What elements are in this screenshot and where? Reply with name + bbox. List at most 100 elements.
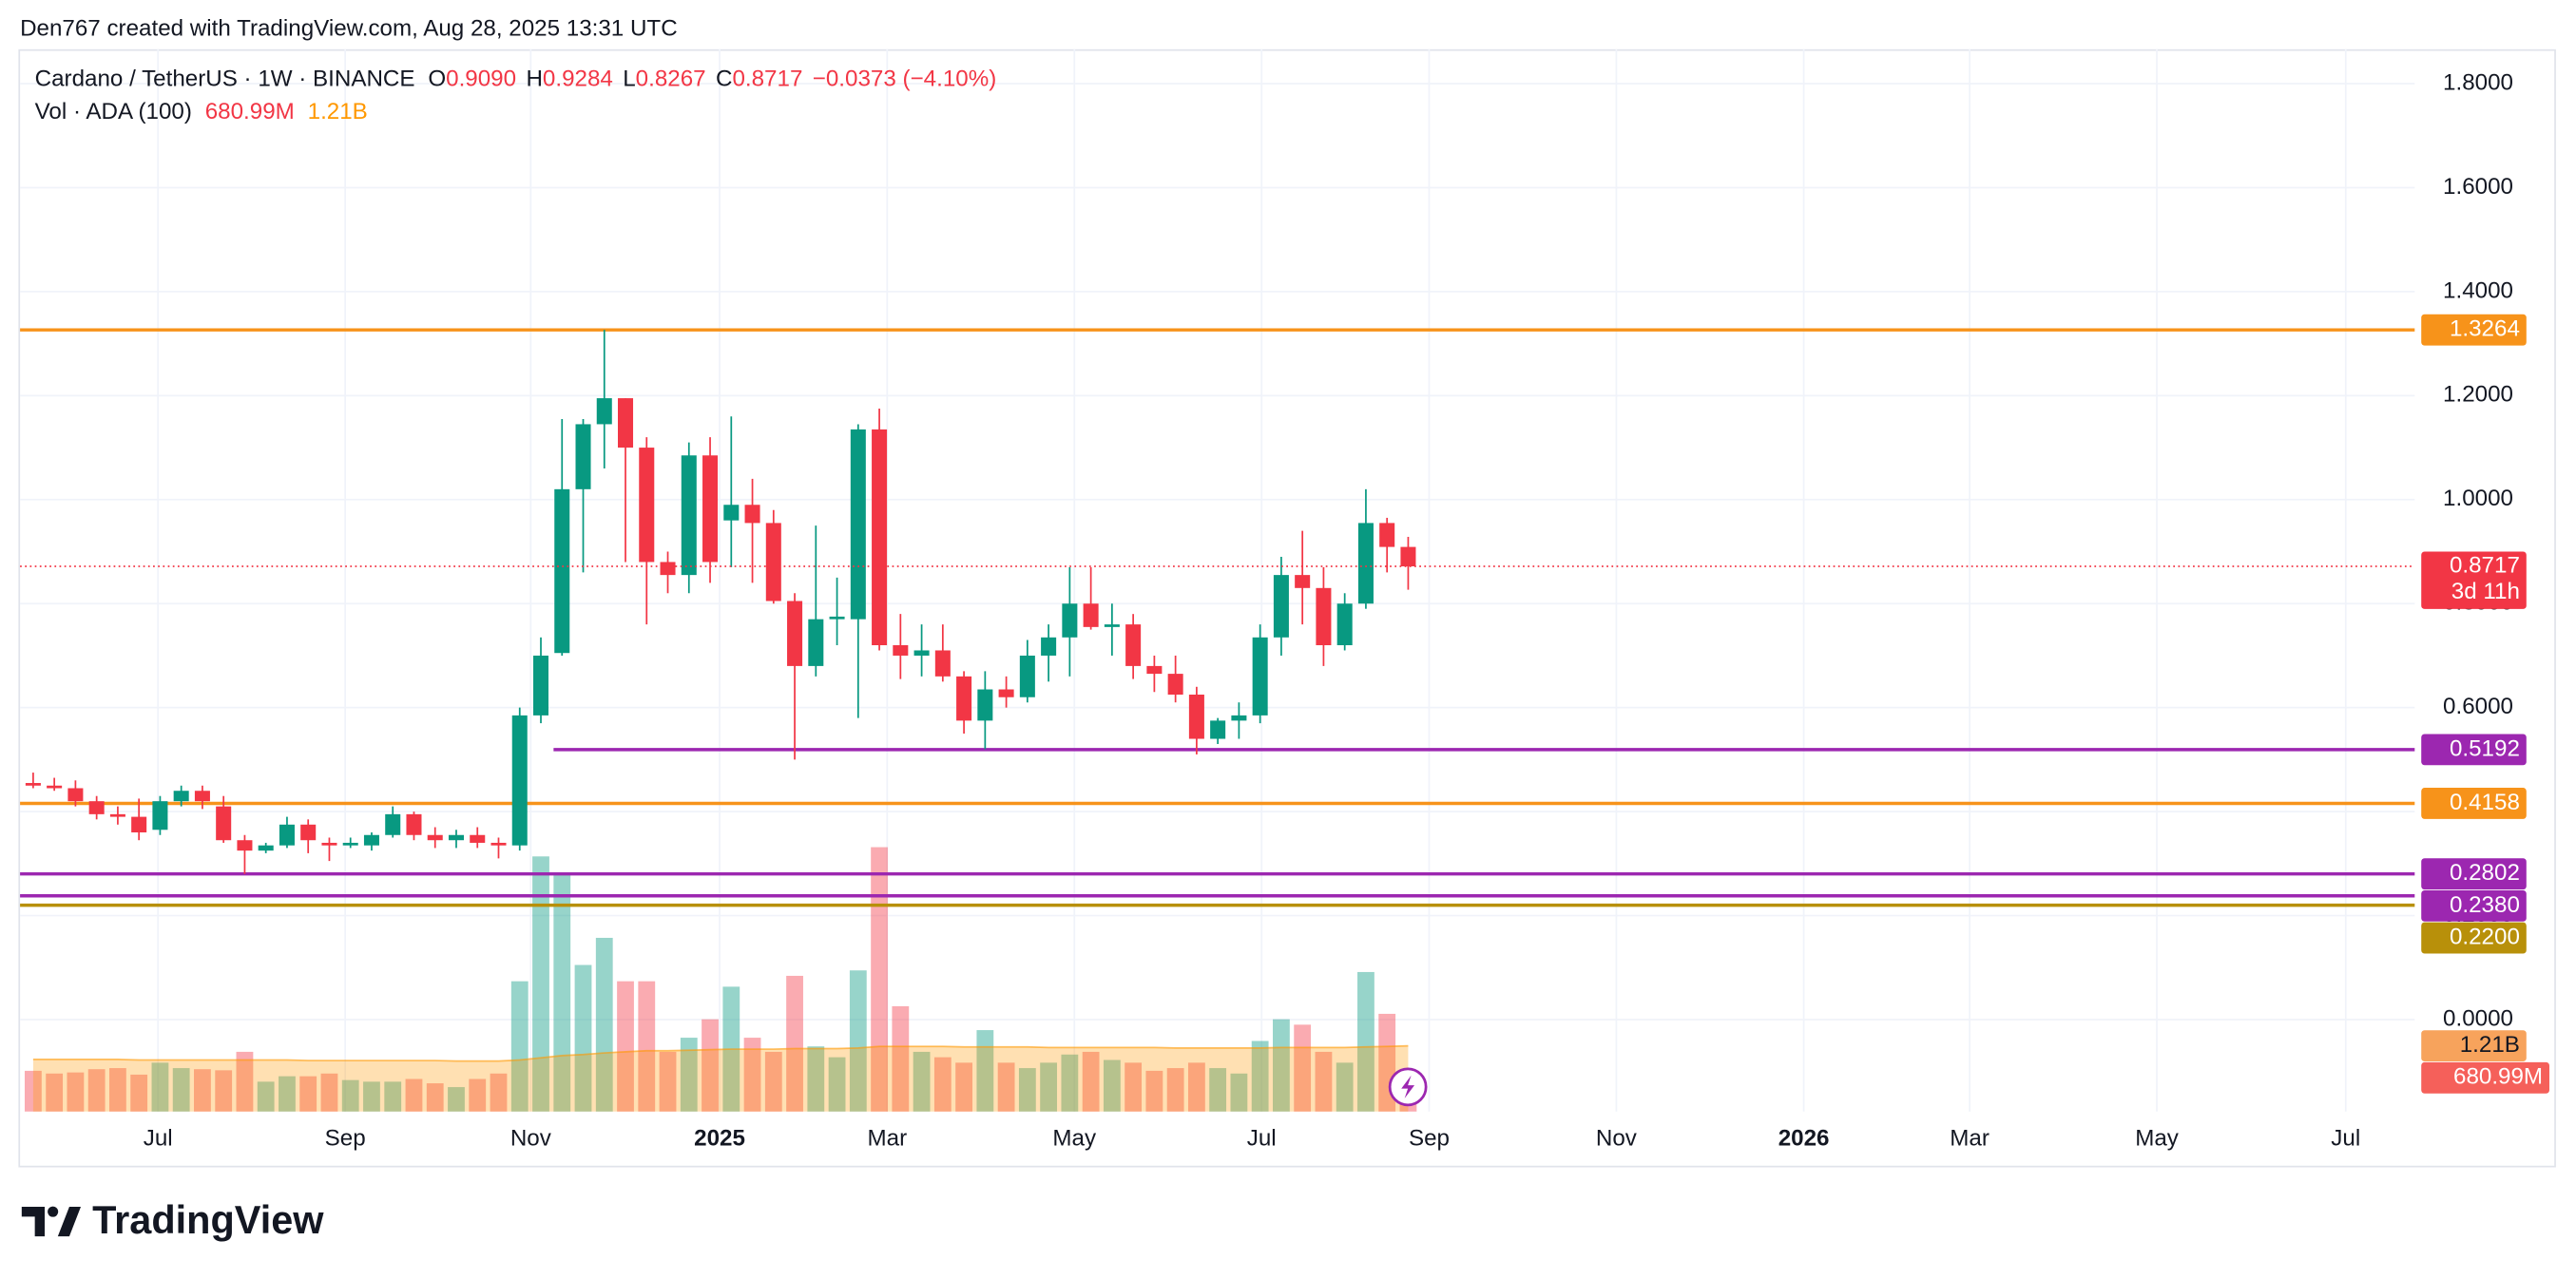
x-tick-label: Jul xyxy=(2331,1126,2360,1152)
volume-bar xyxy=(257,1081,275,1112)
countdown-label: 3d 11h xyxy=(2451,579,2520,604)
volume-bar xyxy=(1145,1070,1163,1112)
volume-ma-value: 1.21B xyxy=(308,100,368,125)
volume-bar xyxy=(130,1074,148,1112)
candle-body xyxy=(1252,637,1268,716)
volume-bar xyxy=(1294,1024,1312,1112)
volume-bar xyxy=(215,1070,233,1112)
candle-body xyxy=(1357,523,1374,604)
volume-bar xyxy=(764,1051,782,1112)
h-label: H xyxy=(526,67,542,92)
candle-body xyxy=(448,834,464,841)
volume-bar xyxy=(702,1019,719,1112)
logo-dot[interactable] xyxy=(48,1206,59,1217)
candle-body xyxy=(998,689,1014,697)
volume-bar xyxy=(1336,1062,1354,1112)
volume-ma-tag xyxy=(2421,1030,2527,1062)
candle-body xyxy=(1041,637,1057,656)
candle-body xyxy=(850,429,866,620)
volume-ma-line xyxy=(32,1044,1409,1062)
volume-ma-tag-label: 1.21B xyxy=(2460,1032,2520,1058)
volume-bar xyxy=(659,1051,677,1112)
volume-bar xyxy=(384,1081,402,1112)
volume-bar xyxy=(363,1081,380,1112)
candle-body xyxy=(152,801,168,830)
candle-body xyxy=(511,715,528,846)
logo-slash[interactable] xyxy=(57,1206,82,1237)
y-tick-label: 0.0000 xyxy=(2443,1005,2513,1031)
candle-body xyxy=(1167,674,1183,695)
candle-body xyxy=(237,840,253,851)
volume-bar xyxy=(1125,1062,1143,1112)
volume-bar xyxy=(469,1079,487,1112)
volume-bar xyxy=(871,847,888,1112)
volume-bar xyxy=(892,1005,910,1112)
candle-body xyxy=(342,842,358,846)
x-tick-label: 2025 xyxy=(694,1126,745,1152)
chart: 0.00000.20000.40000.60000.80001.00001.20… xyxy=(20,48,2549,1152)
volume-bar xyxy=(1061,1054,1079,1112)
header: Den767 created with TradingView.com, Aug… xyxy=(20,15,678,41)
candle-body xyxy=(427,834,443,841)
volume-tag xyxy=(2421,1061,2549,1094)
candle-body xyxy=(1273,575,1289,638)
candle-body xyxy=(702,455,719,563)
candle-body xyxy=(787,601,803,666)
volume-bar xyxy=(997,1062,1015,1112)
volume-bar xyxy=(87,1069,106,1112)
last-price-label: 0.8717 xyxy=(2450,552,2520,578)
volume-bar xyxy=(976,1030,994,1112)
volume-bar xyxy=(680,1038,698,1112)
candle-body xyxy=(765,523,781,601)
logo-mark[interactable] xyxy=(21,1206,46,1237)
candle-body xyxy=(639,448,655,563)
y-tick-label: 1.8000 xyxy=(2443,69,2513,95)
replay-icon[interactable] xyxy=(1388,1067,1428,1107)
volume-bar xyxy=(320,1073,338,1112)
volume-bar xyxy=(1251,1040,1269,1112)
level-tag xyxy=(2421,788,2527,819)
candle-body xyxy=(25,783,41,786)
candle-body xyxy=(1231,715,1247,721)
candle-body xyxy=(1210,720,1226,739)
candle-body xyxy=(723,505,740,521)
x-tick-label: Sep xyxy=(325,1126,366,1152)
volume-bar xyxy=(426,1083,444,1112)
candle-body xyxy=(131,816,147,833)
candle-body xyxy=(1019,655,1035,697)
volume-tag-label: 680.99M xyxy=(2453,1064,2543,1090)
candle-body xyxy=(575,424,591,489)
volume-title: Vol · ADA (100) xyxy=(35,100,192,125)
candle-body xyxy=(385,813,401,835)
x-tick-label: May xyxy=(1052,1126,1097,1152)
candle-body xyxy=(660,562,676,576)
candle-body xyxy=(554,488,570,654)
x-tick-label: May xyxy=(2135,1126,2180,1152)
brand[interactable]: TradingView xyxy=(92,1197,324,1242)
level-tag xyxy=(2421,314,2527,346)
brand-logo[interactable]: TradingView xyxy=(21,1197,324,1242)
candle-body xyxy=(1295,575,1311,588)
low-value: 0.8267 xyxy=(636,67,706,92)
y-tick-label: 1.4000 xyxy=(2443,277,2513,303)
replay-bolt[interactable] xyxy=(1401,1075,1415,1098)
candle-body xyxy=(681,455,697,576)
x-tick-label: Nov xyxy=(1596,1126,1637,1152)
volume-bar xyxy=(279,1076,296,1112)
candle-body xyxy=(109,813,125,817)
candle-body xyxy=(216,806,232,841)
volume-bar xyxy=(1187,1062,1205,1112)
volume-bar xyxy=(617,981,634,1112)
l-label: L xyxy=(623,67,635,92)
legend-ohlc: Cardano / TetherUS · 1W · BINANCE O0.9090… xyxy=(35,67,997,92)
volume-ma-area xyxy=(32,1045,1409,1112)
candle-body xyxy=(88,801,105,814)
candle-body xyxy=(490,842,507,846)
volume-bar xyxy=(1103,1059,1121,1112)
high-value: 0.9284 xyxy=(543,67,613,92)
candle-body xyxy=(321,842,337,846)
candle-body xyxy=(532,655,549,716)
candle-body xyxy=(1062,603,1078,638)
candle-body xyxy=(194,791,210,802)
